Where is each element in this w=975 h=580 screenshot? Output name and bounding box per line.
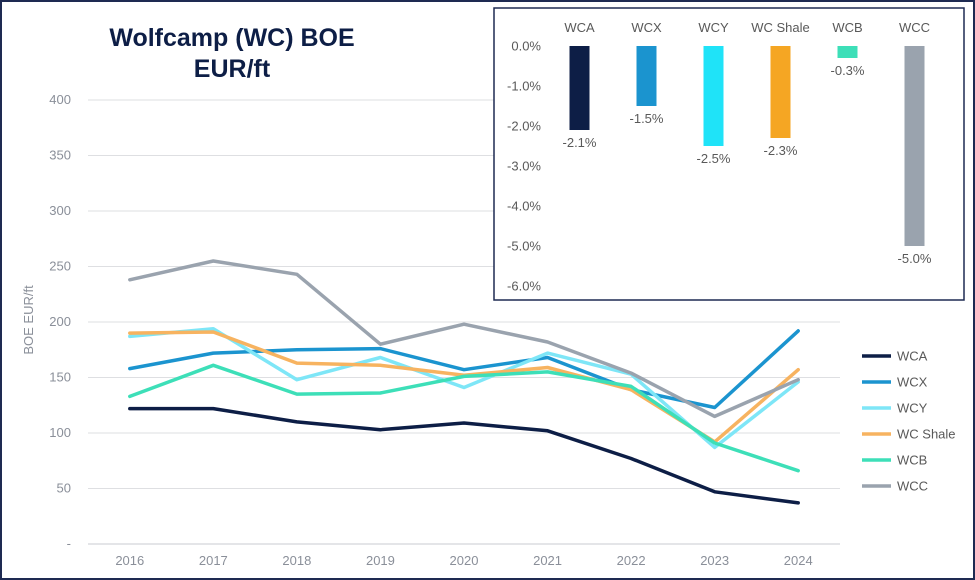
legend-label: WCC [897,479,928,494]
inset-y-tick-label: -5.0% [507,239,541,254]
x-tick-label: 2019 [366,553,395,568]
inset-y-tick-labels: 0.0% -1.0% -2.0% -3.0% -4.0% -5.0% -6.0% [507,39,541,294]
x-tick-label: 2020 [450,553,479,568]
inset-y-tick-label: -2.0% [507,119,541,134]
legend-label: WCX [897,375,928,390]
y-tick-label: 350 [49,148,71,163]
inset-y-tick-label: -6.0% [507,279,541,294]
legend-label: WCY [897,401,928,416]
x-tick-label: 2016 [115,553,144,568]
inset-category-label: WCC [899,20,930,35]
inset-bar-wcb [837,46,858,58]
x-tick-label: 2024 [784,553,813,568]
x-tick-label: 2017 [199,553,228,568]
x-tick-label: 2021 [533,553,562,568]
main-y-tick-labels: - 50 100 150 200 250 300 350 400 [49,92,71,551]
y-tick-label: - [67,536,71,551]
inset-bar-wca [569,46,590,130]
legend-label: WC Shale [897,427,956,442]
y-axis-label: BOE EUR/ft [21,285,36,355]
main-series-lines [128,259,800,505]
x-tick-label: 2018 [282,553,311,568]
inset-category-labels: WCA WCX WCY WC Shale WCB WCC [564,20,930,35]
inset-value-label: -2.3% [764,143,798,158]
legend: WCA WCX WCY WC Shale WCB WCC [862,349,956,494]
main-x-tick-labels: 2016 2017 2018 2019 2020 2021 2022 2023 2024 [115,553,812,568]
x-tick-label: 2023 [700,553,729,568]
inset-category-label: WCY [698,20,729,35]
inset-category-label: WCA [564,20,595,35]
inset-y-tick-label: -1.0% [507,79,541,94]
series-line-wcb [128,363,800,473]
inset-bar-chart: 0.0%-1.0%-2.0%-3.0%-4.0%-5.0%-6.0% WCA WC… [493,7,965,301]
inset-value-labels: -2.1% -1.5% -2.5% -2.3% -0.3% -5.0% [563,63,932,266]
inset-bar-wcy [703,46,724,146]
inset-value-label: -2.1% [563,135,597,150]
inset-value-label: -2.5% [697,151,731,166]
inset-value-label: -5.0% [898,251,932,266]
inset-bar-wcx [636,46,657,106]
y-tick-label: 400 [49,92,71,107]
inset-bars [569,46,925,246]
series-line-wca [128,406,800,505]
y-tick-label: 250 [49,259,71,274]
inset-y-tick-label: -3.0% [507,159,541,174]
inset-value-label: -0.3% [831,63,865,78]
inset-bar-wc-shale [770,46,791,138]
y-tick-label: 50 [57,481,71,496]
series-line-wcc [128,259,800,419]
y-tick-label: 300 [49,203,71,218]
y-tick-label: 200 [49,314,71,329]
y-tick-label: 150 [49,370,71,385]
inset-category-label: WC Shale [751,20,810,35]
y-tick-label: 100 [49,425,71,440]
inset-value-label: -1.5% [630,111,664,126]
inset-y-tick-label: 0.0% [511,39,541,54]
chart-title: Wolfcamp (WC) BOE [109,24,354,52]
inset-bar-wcc [904,46,925,246]
legend-label: WCB [897,453,927,468]
legend-label: WCA [897,349,928,364]
chart-subtitle: EUR/ft [194,55,271,83]
inset-category-label: WCX [631,20,662,35]
inset-y-tick-label: -4.0% [507,199,541,214]
inset-category-label: WCB [832,20,862,35]
x-tick-label: 2022 [617,553,646,568]
